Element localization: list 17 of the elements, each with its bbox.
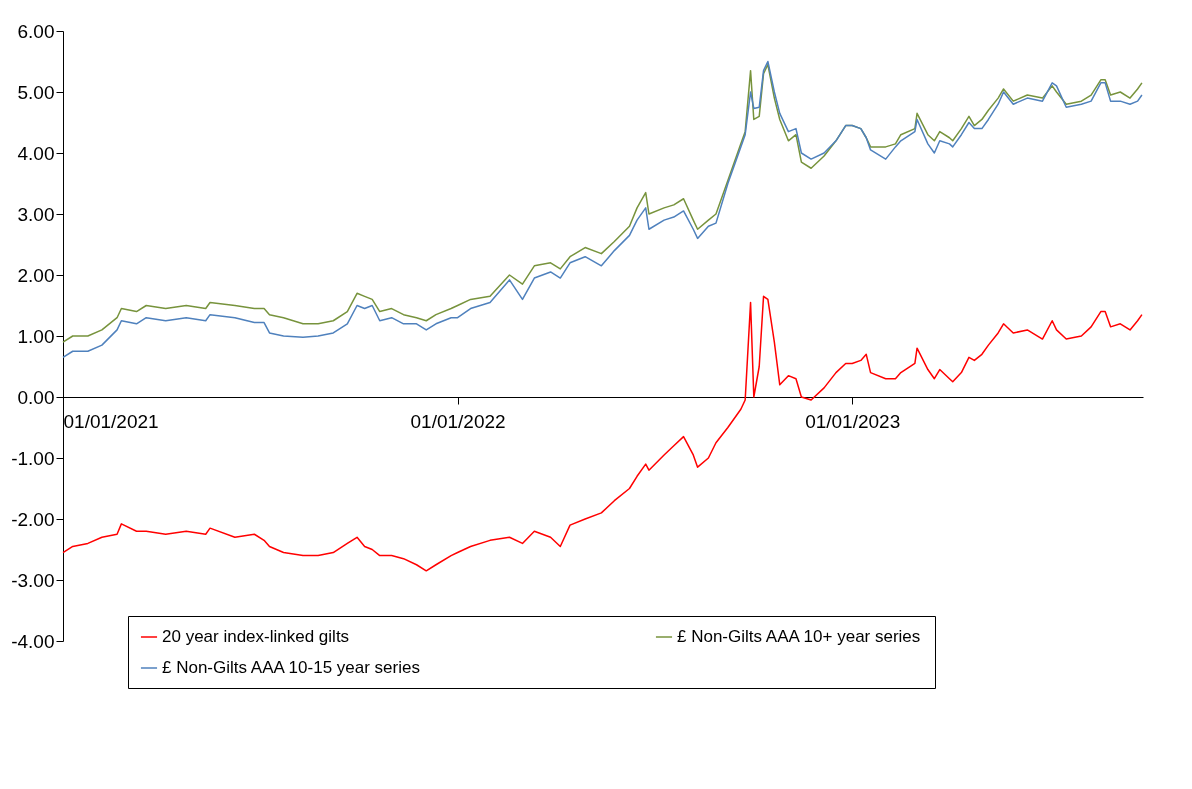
legend-label: £ Non-Gilts AAA 10+ year series [677,627,921,646]
y-tick-label: -2.00 [11,508,55,530]
y-tick-label: 1.00 [17,325,55,347]
y-tick-label: -4.00 [11,630,55,652]
y-tick-label: -1.00 [11,447,55,469]
y-tick-label: 0.00 [17,386,55,408]
y-tick-label: 3.00 [17,203,55,225]
x-tick-label: 01/01/2023 [805,410,901,432]
legend-label: £ Non-Gilts AAA 10-15 year series [162,658,420,677]
x-tick-label: 01/01/2021 [63,410,159,432]
legend-label: 20 year index-linked gilts [162,627,350,646]
y-tick-label: -3.00 [11,569,55,591]
y-tick-label: 2.00 [17,264,55,286]
x-tick-label: 01/01/2022 [410,410,506,432]
y-tick-label: 6.00 [17,20,55,42]
y-tick-label: 4.00 [17,142,55,164]
y-tick-label: 5.00 [17,81,55,103]
